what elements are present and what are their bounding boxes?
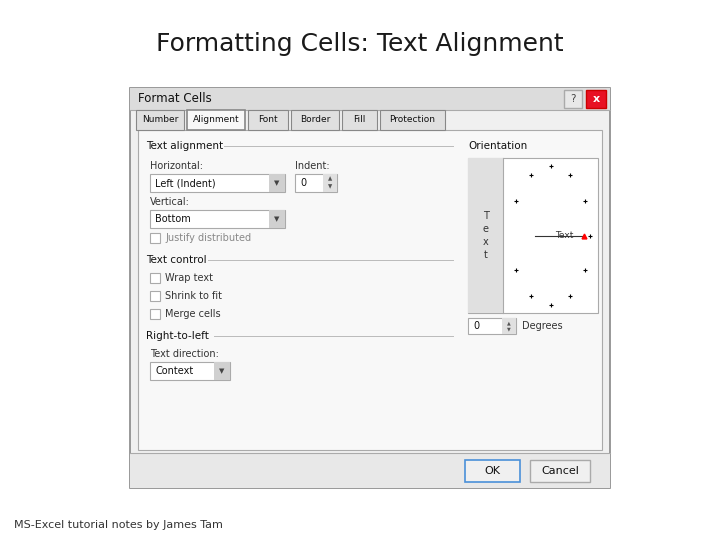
Bar [150, 210, 285, 228]
Text: Text: Text [556, 231, 574, 240]
Text: x: x [593, 94, 600, 104]
Text: Justify distributed: Justify distributed [165, 233, 251, 243]
Bar [248, 110, 288, 130]
Bar [342, 110, 377, 130]
Text: Right-to-left: Right-to-left [146, 331, 209, 341]
Text: Left (Indent): Left (Indent) [155, 178, 215, 188]
Text: Formatting Cells: Text Alignment: Formatting Cells: Text Alignment [156, 32, 564, 56]
Text: 0: 0 [473, 321, 479, 331]
Bar [380, 110, 445, 130]
Text: Shrink to fit: Shrink to fit [165, 291, 222, 301]
Text: Vertical:: Vertical: [150, 197, 190, 207]
Bar [465, 460, 520, 482]
Text: Merge cells: Merge cells [165, 309, 220, 319]
Text: T
e
x
t: T e x t [482, 211, 488, 260]
Bar [150, 174, 285, 192]
Bar [295, 174, 337, 192]
Text: Alignment: Alignment [193, 116, 239, 125]
Bar [150, 291, 160, 301]
Text: Cancel: Cancel [541, 466, 579, 476]
Bar [138, 130, 602, 450]
Bar [136, 110, 184, 130]
Text: Text direction:: Text direction: [150, 349, 219, 359]
Bar [150, 273, 160, 283]
Text: Degrees: Degrees [522, 321, 562, 331]
Text: MS-Excel tutorial notes by James Tam: MS-Excel tutorial notes by James Tam [14, 520, 223, 530]
Text: Bottom: Bottom [155, 214, 191, 224]
Bar [187, 110, 245, 130]
Bar [214, 362, 230, 380]
Text: ▼: ▼ [274, 180, 279, 186]
Text: Indent:: Indent: [295, 161, 330, 171]
Bar [323, 174, 337, 192]
Text: Text alignment: Text alignment [146, 141, 223, 151]
Text: Wrap text: Wrap text [165, 273, 213, 283]
Text: ▼: ▼ [274, 216, 279, 222]
Bar [150, 362, 230, 380]
Text: Orientation: Orientation [468, 141, 527, 151]
Text: ▼: ▼ [220, 368, 225, 374]
Text: Protection: Protection [390, 116, 436, 125]
Bar [586, 90, 606, 108]
Text: OK: OK [485, 466, 500, 476]
Bar [150, 309, 160, 319]
Bar [150, 233, 160, 243]
Bar [502, 318, 516, 334]
Text: ▲: ▲ [328, 177, 332, 181]
Text: ▼: ▼ [328, 185, 332, 190]
Text: Format Cells: Format Cells [138, 92, 212, 105]
Text: ?: ? [570, 94, 576, 104]
Bar [468, 158, 503, 313]
Bar [530, 460, 590, 482]
Bar [468, 158, 598, 313]
Bar [130, 88, 610, 110]
Text: Text control: Text control [146, 255, 207, 265]
Text: Horizontal:: Horizontal: [150, 161, 203, 171]
Bar [269, 174, 285, 192]
Text: Border: Border [300, 116, 330, 125]
Bar [564, 90, 582, 108]
Text: Fill: Fill [354, 116, 366, 125]
Text: Font: Font [258, 116, 278, 125]
Bar [130, 88, 610, 488]
Text: 0: 0 [300, 178, 306, 188]
Bar [468, 318, 516, 334]
Text: ▼: ▼ [507, 327, 511, 332]
Text: ▲: ▲ [507, 321, 511, 326]
Bar [130, 453, 610, 488]
Text: Number: Number [142, 116, 178, 125]
Text: Context: Context [155, 366, 193, 376]
Bar [291, 110, 339, 130]
Bar [269, 210, 285, 228]
